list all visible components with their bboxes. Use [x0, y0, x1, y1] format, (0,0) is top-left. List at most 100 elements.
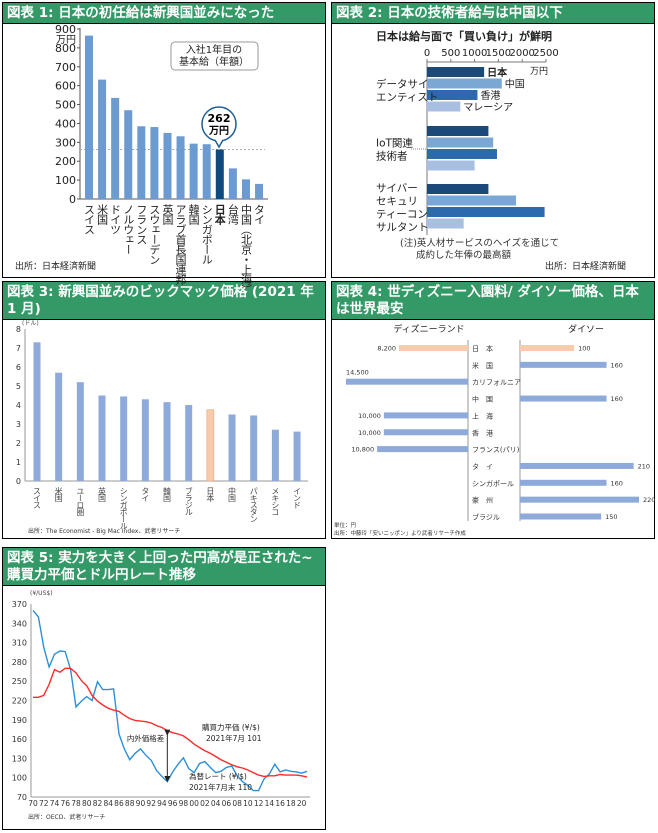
- bar: [427, 184, 489, 194]
- y-tick-label: 200: [55, 155, 76, 168]
- x-tick-label: 88: [125, 799, 135, 808]
- bar: [137, 126, 146, 199]
- x-tick-label: スウェーデン: [148, 204, 161, 264]
- category-label: サイバー: [376, 183, 418, 195]
- bar: [427, 78, 502, 89]
- x-tick-label: アラブ首長国連邦: [174, 204, 187, 285]
- note-line: 成約した年俸の最高額: [416, 249, 512, 261]
- x-tick-label: 2000: [509, 48, 534, 59]
- ppp-value: 2021年7月 101: [206, 733, 262, 743]
- x-tick-label: 米国: [96, 204, 109, 226]
- y-tick-label: 250: [12, 677, 27, 686]
- x-tick-label: 12: [254, 799, 264, 808]
- category-label: 上 海: [472, 411, 493, 420]
- bar: [124, 110, 133, 199]
- disney-bar: [399, 345, 468, 351]
- x-tick-label: 94: [157, 799, 167, 808]
- category-label: 豪 州: [472, 496, 493, 505]
- disney-bar: [383, 412, 468, 419]
- x-tick-label: 86: [114, 799, 124, 808]
- x-tick-label: 中国（北京・上海）: [239, 204, 252, 294]
- y-axis-unit: 万円: [56, 35, 76, 46]
- category-label: 米 国: [472, 361, 493, 370]
- daiso-bar: [520, 462, 634, 469]
- x-tick-label: 0: [424, 48, 430, 59]
- disney-bar: [383, 429, 468, 436]
- unit-note: 単位：円: [334, 521, 357, 529]
- disney-value: 10,000: [358, 412, 381, 420]
- bar: [427, 90, 478, 100]
- bar: [228, 168, 237, 199]
- bar: [427, 218, 464, 229]
- x-tick-label: 10: [243, 799, 253, 808]
- category-label: エンティスト: [376, 92, 438, 104]
- y-tick-label: 340: [12, 619, 27, 628]
- bar: [189, 143, 198, 199]
- x-tick-label: ノルウェー: [122, 204, 135, 254]
- daiso-bar: [520, 395, 607, 402]
- y-tick-label: 0: [69, 193, 76, 206]
- x-tick-label: スイス: [33, 487, 42, 509]
- panel-chart-4: 図表 4: 世ディズニー入園料/ ダイソー価格、日本は世界最安: [331, 281, 655, 539]
- x-tick-label: 韓国: [163, 486, 172, 503]
- bar: [241, 179, 250, 199]
- x-tick-label: 00: [189, 799, 199, 808]
- x-tick-label: 08: [232, 799, 242, 808]
- panel-title: 図表 4: 世ディズニー入園料/ ダイソー価格、日本は世界最安: [332, 282, 654, 320]
- bar: [250, 415, 258, 481]
- category-label: データサイ: [376, 78, 429, 91]
- bar: [163, 402, 171, 481]
- category-label: ティーコン: [376, 209, 428, 221]
- y-axis-unit: (¥/US$): [30, 590, 53, 597]
- x-axis-unit: 万円: [530, 66, 548, 77]
- callout-unit: 万円: [208, 125, 229, 137]
- bar: [202, 144, 211, 199]
- bar: [427, 101, 461, 112]
- x-tick-label: 日本: [213, 204, 226, 226]
- disney-bar: [346, 378, 468, 385]
- daiso-value: 220: [643, 496, 655, 504]
- panel-chart-2: 図表 2: 日本の技術者給与は中国以下: [331, 2, 655, 278]
- category-label: カリフォルニア: [472, 379, 521, 387]
- disney-value: 10,000: [358, 429, 381, 437]
- y-tick-label: 2: [16, 439, 21, 448]
- daiso-bar: [520, 479, 607, 486]
- y-tick-label: 370: [12, 600, 27, 609]
- x-tick-label: 米国: [54, 486, 63, 503]
- x-tick-label: タイ: [141, 487, 150, 502]
- x-tick-label: 英国: [98, 486, 107, 503]
- bar: [33, 342, 41, 481]
- bar: [76, 382, 84, 481]
- daiso-value: 160: [611, 479, 623, 487]
- series-line-ppp: [33, 667, 308, 778]
- disney-value: 8,200: [377, 345, 396, 353]
- source-note: 出所：日本経済新聞: [15, 260, 96, 272]
- bar: [55, 372, 63, 481]
- y-tick-label: 0: [16, 477, 21, 486]
- x-tick-label: 韓国: [187, 204, 200, 226]
- x-tick-label: 1000: [462, 48, 487, 59]
- category-label: 技術者: [376, 150, 408, 163]
- y-tick-label: 6: [16, 363, 21, 372]
- y-tick-label: 70: [17, 793, 27, 802]
- panel-chart-1: 図表 1: 日本の初任給は新興国並みになった: [2, 2, 326, 278]
- x-tick-label: シンガポール: [119, 487, 128, 530]
- y-tick-label: 500: [55, 99, 76, 112]
- x-tick-label: 96: [168, 799, 178, 808]
- y-tick-label: 100: [55, 174, 76, 187]
- x-tick-label: 20: [297, 799, 307, 808]
- x-tick-label: フランス: [135, 204, 148, 245]
- bar: [98, 79, 107, 199]
- panel-title: 図表 2: 日本の技術者給与は中国以下: [332, 3, 654, 24]
- x-tick-label: 76: [60, 799, 70, 808]
- source-note: 出所：中藤玲「安いニッポン」より武者リサーチ作成: [334, 529, 466, 537]
- bar: [163, 132, 172, 199]
- category-label: サルタント: [376, 222, 429, 234]
- bar: [120, 396, 128, 481]
- series-title-daiso: ダイソー: [568, 323, 604, 335]
- series-label: 香港: [480, 90, 500, 102]
- legend-line: 基本給（年額）: [179, 55, 249, 68]
- daiso-bar: [520, 513, 602, 520]
- y-tick-label: 400: [55, 117, 76, 130]
